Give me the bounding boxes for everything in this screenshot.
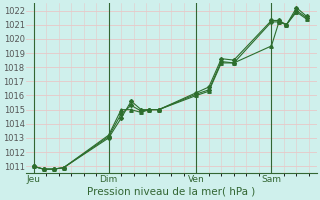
X-axis label: Pression niveau de la mer( hPa ): Pression niveau de la mer( hPa ) xyxy=(87,187,255,197)
